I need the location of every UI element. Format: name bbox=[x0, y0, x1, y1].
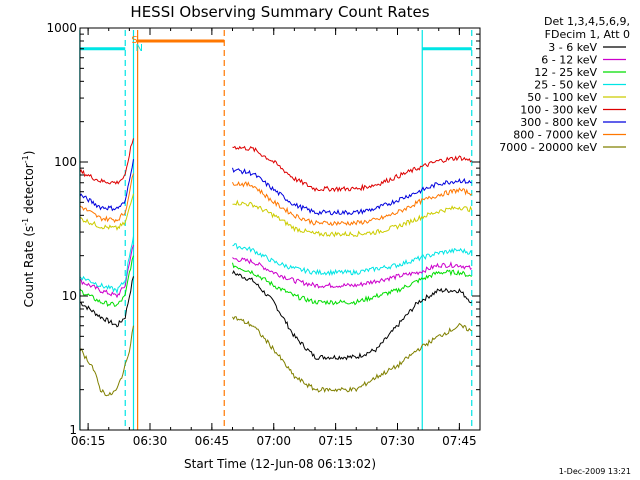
series-line bbox=[232, 167, 472, 216]
y-label-exp1: -1 bbox=[21, 218, 30, 226]
series-line bbox=[79, 325, 134, 397]
series-line bbox=[79, 138, 134, 185]
series-line bbox=[232, 262, 472, 306]
legend-label: 300 - 800 keV bbox=[520, 116, 597, 129]
x-axis-label: Start Time (12-Jun-08 06:13:02) bbox=[184, 457, 376, 471]
legend-header-line-1: Det 1,3,4,5,6,9, bbox=[544, 15, 630, 28]
legend-label: 7000 - 20000 keV bbox=[499, 141, 597, 154]
legend-label: 800 - 7000 keV bbox=[513, 129, 597, 142]
series-layer bbox=[79, 138, 473, 397]
y-tick-label: 1000 bbox=[46, 21, 77, 35]
series-line bbox=[79, 244, 134, 299]
x-tick-label: 07:45 bbox=[442, 434, 477, 448]
series-line bbox=[79, 193, 134, 231]
y-tick-label: 1 bbox=[69, 423, 77, 437]
series-line bbox=[79, 276, 134, 328]
series-line bbox=[79, 236, 134, 295]
flag-label: N bbox=[135, 43, 142, 54]
y-label-end: ) bbox=[22, 151, 36, 156]
legend-label: 100 - 300 keV bbox=[520, 104, 597, 117]
y-axis: 1 10 100 1000 bbox=[46, 21, 480, 437]
y-tick-label: 100 bbox=[54, 155, 77, 169]
series-line bbox=[79, 159, 134, 212]
legend-label: 3 - 6 keV bbox=[548, 41, 597, 54]
series-line bbox=[232, 243, 473, 277]
y-label-exp2: -1 bbox=[21, 155, 30, 163]
series-line bbox=[232, 145, 473, 193]
series-line bbox=[232, 257, 472, 289]
legend-label: 25 - 50 keV bbox=[534, 79, 597, 92]
x-tick-label: 07:30 bbox=[380, 434, 415, 448]
y-axis-label: Count Rate (s-1 detector-1) bbox=[21, 151, 36, 308]
x-tick-label: 06:45 bbox=[195, 434, 230, 448]
x-tick-label: 06:30 bbox=[133, 434, 168, 448]
legend-label: 12 - 25 keV bbox=[534, 66, 597, 79]
orbit-flag-lines bbox=[79, 30, 473, 430]
series-line bbox=[232, 181, 473, 227]
legend: Det 1,3,4,5,6,9, FDecim 1, Att 0 3 - 6 k… bbox=[499, 15, 630, 154]
flag-label: S bbox=[131, 35, 137, 46]
legend-header-line-2: FDecim 1, Att 0 bbox=[545, 28, 630, 41]
series-line bbox=[79, 173, 134, 224]
legend-label: 50 - 100 keV bbox=[527, 91, 597, 104]
y-label-base: Count Rate (s bbox=[22, 226, 36, 308]
x-tick-label: 07:15 bbox=[318, 434, 353, 448]
x-tick-label: 07:00 bbox=[256, 434, 291, 448]
series-line bbox=[232, 269, 472, 361]
y-tick-label: 10 bbox=[62, 289, 77, 303]
chart-title: HESSI Observing Summary Count Rates bbox=[130, 3, 429, 21]
series-line bbox=[232, 316, 472, 394]
series-line bbox=[79, 255, 134, 307]
orbit-flag-bars: SN bbox=[79, 35, 472, 54]
series-line bbox=[232, 199, 473, 238]
plot-frame bbox=[79, 27, 481, 431]
x-axis: 06:15 06:30 06:45 07:00 07:15 07:30 07:45 bbox=[71, 28, 481, 448]
y-label-mid: detector bbox=[22, 163, 36, 218]
x-tick-label: 06:15 bbox=[71, 434, 106, 448]
legend-label: 6 - 12 keV bbox=[541, 54, 597, 67]
timestamp: 1-Dec-2009 13:21 bbox=[559, 467, 631, 476]
